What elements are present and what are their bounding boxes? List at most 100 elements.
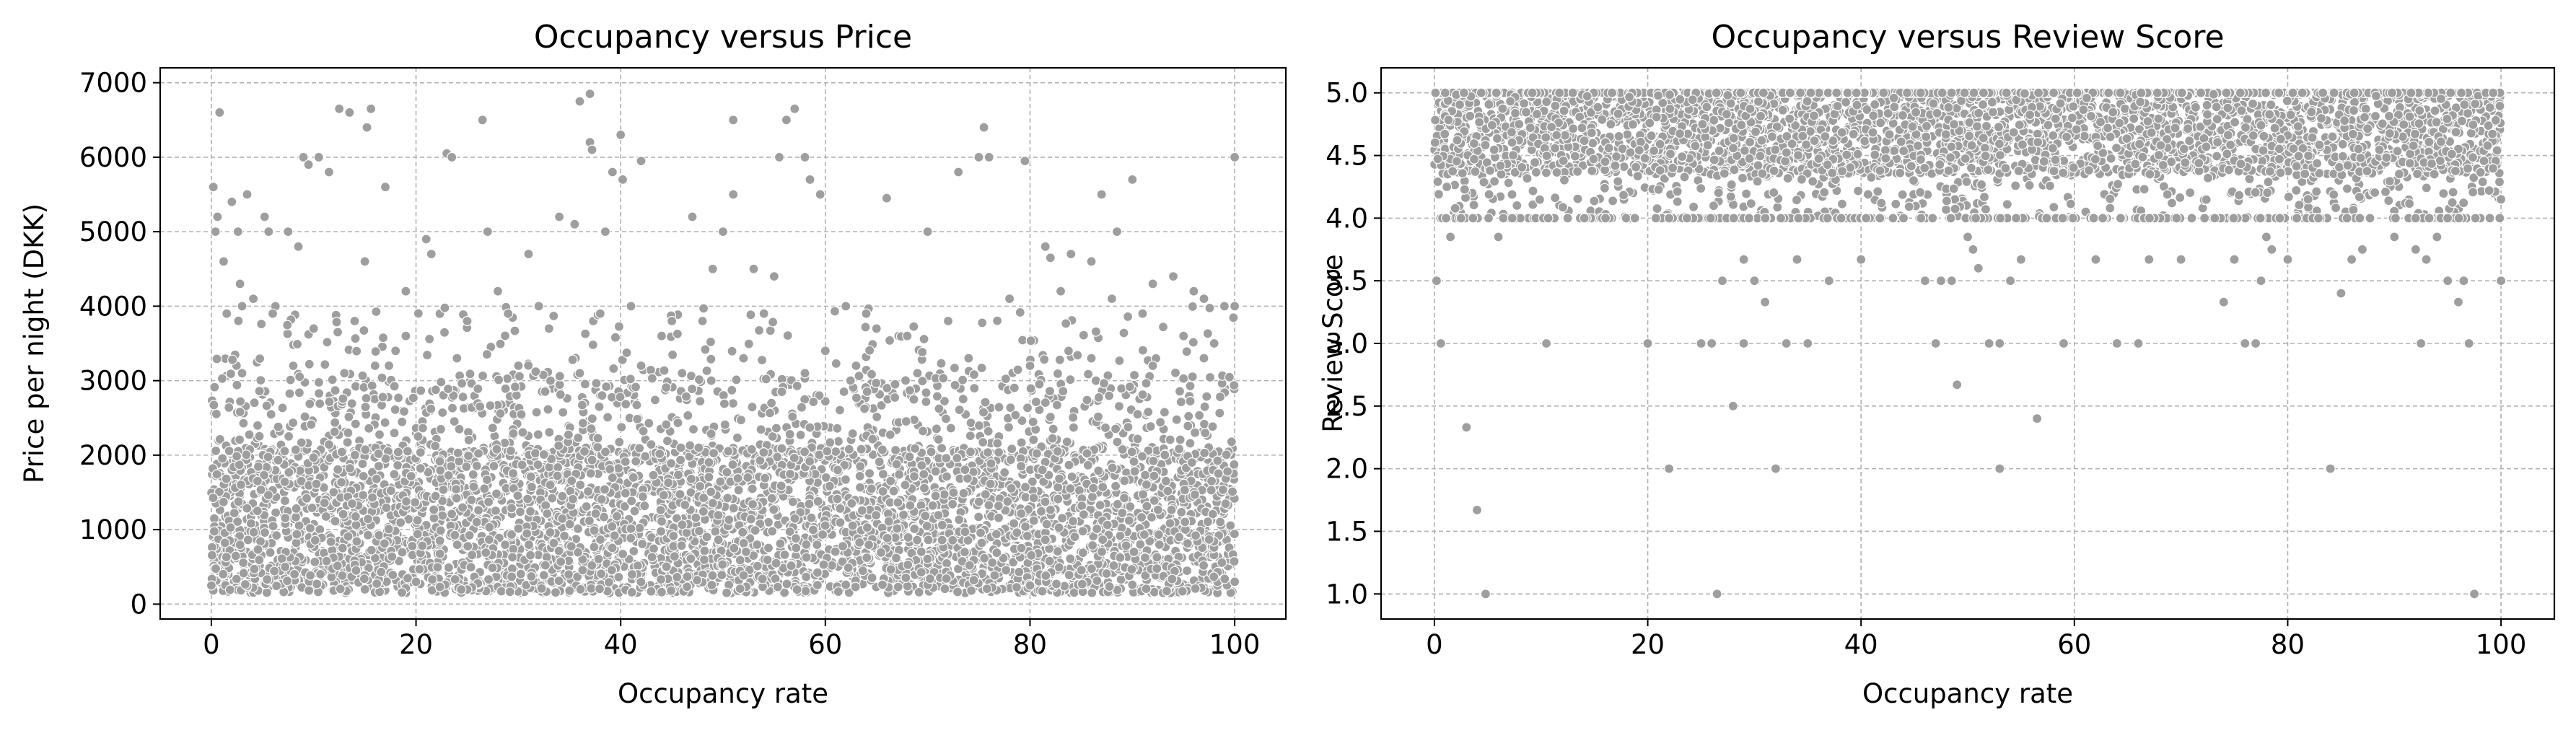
scatter-point [831, 358, 841, 369]
scatter-point [1198, 560, 1209, 571]
scatter-point [438, 484, 449, 495]
scatter-point [1022, 530, 1033, 541]
scatter-point [613, 321, 625, 332]
scatter-point [766, 493, 777, 504]
scatter-point [656, 516, 667, 527]
scatter-point [636, 576, 647, 587]
scatter-point [402, 446, 413, 457]
scatter-point [933, 434, 944, 445]
scatter-point [903, 559, 914, 571]
scatter-point [732, 473, 743, 484]
scatter-point [311, 478, 322, 489]
scatter-point [672, 328, 683, 339]
scatter-point [367, 380, 377, 391]
scatter-point [496, 586, 507, 597]
scatter-point [393, 392, 404, 403]
scatter-point [767, 526, 778, 537]
scatter-point [475, 401, 486, 412]
scatter-point [846, 498, 857, 509]
scatter-point [909, 523, 920, 535]
scatter-point [784, 468, 796, 480]
scatter-point [456, 378, 468, 389]
scatter-point [473, 383, 483, 395]
scatter-point [799, 447, 810, 457]
scatter-point [421, 350, 433, 361]
scatter-point [235, 434, 245, 445]
scatter-point [904, 385, 916, 396]
scatter-point [1229, 379, 1240, 391]
scatter-point [308, 452, 319, 463]
scatter-point [1016, 543, 1027, 553]
scatter-point [1118, 328, 1129, 338]
scatter-point [398, 406, 410, 417]
scatter-point [351, 519, 362, 530]
scatter-point [357, 370, 368, 381]
scatter-point [698, 506, 709, 517]
scatter-point [252, 420, 263, 431]
scatter-point [1052, 368, 1064, 379]
scatter-point [1185, 380, 1196, 392]
scatter-point [349, 449, 360, 460]
scatter-point [280, 512, 291, 524]
scatter-point [867, 572, 877, 584]
scatter-point [662, 436, 673, 447]
scatter-point [950, 379, 960, 391]
scatter-point [911, 535, 923, 545]
scatter-point [1193, 410, 1205, 421]
scatter-point [1113, 400, 1125, 412]
scatter-point [812, 579, 823, 591]
scatter-point [1201, 391, 1212, 402]
scatter-point [1002, 496, 1013, 507]
scatter-point [437, 510, 448, 521]
scatter-point [936, 443, 947, 454]
scatter-point [511, 390, 522, 401]
scatter-point [1214, 408, 1225, 418]
scatter-point [885, 475, 896, 486]
scatter-point [832, 493, 843, 504]
scatter-point [327, 374, 338, 385]
scatter-point [374, 530, 385, 541]
scatter-point [617, 548, 628, 560]
scatter-point [1187, 371, 1198, 382]
scatter-point [825, 437, 836, 448]
scatter-point [217, 453, 228, 464]
scatter-point [752, 561, 763, 571]
scatter-point [833, 436, 844, 447]
scatter-point [923, 535, 934, 545]
scatter-point [1181, 565, 1193, 576]
scatter-point [1159, 407, 1170, 418]
scatter-point [639, 501, 650, 512]
scatter-point [1199, 447, 1210, 459]
scatter-point [1126, 447, 1137, 457]
scatter-point [389, 381, 400, 392]
scatter-point [273, 421, 284, 432]
scatter-point [266, 409, 276, 420]
scatter-point [412, 515, 423, 526]
scatter-point [727, 398, 739, 409]
scatter-point [1132, 434, 1143, 444]
scatter-point [430, 441, 441, 452]
scatter-point [572, 523, 584, 535]
scatter-point [792, 584, 802, 595]
scatter-point [685, 473, 697, 485]
scatter-point [235, 396, 246, 407]
scatter-point [581, 501, 592, 512]
scatter-point [675, 455, 686, 465]
scatter-point [877, 579, 888, 590]
scatter-point [738, 537, 749, 549]
scatter-point [958, 488, 969, 499]
scatter-point [284, 388, 295, 399]
scatter-point [1048, 423, 1059, 434]
scatter-point [838, 386, 849, 398]
scatter-point [921, 396, 932, 408]
scatter-point [1117, 444, 1128, 455]
scatter-point [727, 385, 737, 395]
scatter-point [454, 423, 465, 434]
scatter-point [1114, 355, 1125, 366]
scatter-point [575, 584, 586, 594]
scatter-point [626, 569, 638, 580]
scatter-point [457, 392, 468, 403]
scatter-point [1065, 483, 1076, 494]
scatter-point [812, 539, 823, 550]
scatter-point [957, 374, 968, 385]
